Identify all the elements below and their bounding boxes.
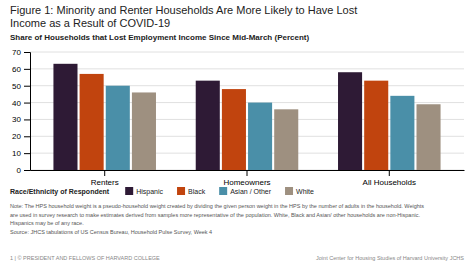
x-tick-label: All Households — [363, 178, 416, 187]
bar — [106, 86, 130, 170]
chart: Figure 1: Minority and Renter Households… — [0, 0, 474, 266]
y-tick-label: 70 — [12, 48, 21, 57]
x-tick: Renters — [91, 170, 119, 187]
bar — [80, 74, 104, 170]
y-tick-mark — [24, 153, 30, 154]
y-tick-label: 60 — [12, 65, 21, 74]
note: Source: JHCS tabulations of US Census Bu… — [10, 229, 212, 235]
y-tick-mark — [24, 52, 30, 53]
bar — [222, 89, 246, 170]
legend-item: Black — [177, 187, 206, 195]
x-tick: All Households — [363, 170, 416, 187]
y-tick-mark — [24, 69, 30, 70]
grid — [30, 52, 464, 170]
legend-item: Hispanic — [125, 187, 163, 196]
y-tick-label: 30 — [12, 115, 21, 124]
legend-label: Black — [188, 188, 206, 195]
y-tick: 50 — [12, 82, 30, 91]
x-tick-mark — [389, 170, 390, 176]
bar — [274, 109, 298, 170]
legend: Race/Ethnicity of Respondent Hispanic Blac… — [10, 187, 314, 196]
legend-label: Asian / Other — [230, 188, 272, 195]
bar — [364, 81, 388, 170]
y-tick-label: 50 — [12, 82, 21, 91]
legend-label: White — [296, 188, 314, 195]
x-tick-label: Homeowners — [223, 178, 270, 187]
bar — [132, 92, 156, 170]
bar — [196, 81, 220, 170]
title: Income as a Result of COVID-19 — [10, 17, 170, 29]
bar — [390, 96, 414, 170]
legend-swatch — [285, 187, 293, 195]
legend-item: Asian / Other — [219, 187, 272, 195]
bar — [53, 64, 77, 170]
legend-item: White — [285, 187, 314, 195]
legend-swatch — [219, 187, 227, 195]
grid-line — [30, 52, 464, 53]
y-tick-mark — [24, 119, 30, 120]
y-tick: 60 — [12, 65, 30, 74]
y-tick-label: 0 — [17, 166, 22, 175]
x-tick: Homeowners — [223, 170, 270, 187]
y-tick: 40 — [12, 99, 30, 108]
y-tick: 70 — [12, 48, 30, 57]
y-tick-mark — [24, 136, 30, 137]
note: are used in survey research to make esti… — [10, 212, 420, 218]
x-axis: Renters Homeowners All Households — [31, 170, 465, 187]
y-tick: 0 — [17, 166, 30, 175]
grid-line — [30, 68, 464, 69]
bar — [248, 103, 272, 170]
y-axis-line — [24, 53, 31, 171]
y-tick: 10 — [12, 149, 30, 158]
y-tick-label: 10 — [12, 149, 21, 158]
y-tick-mark — [24, 103, 30, 104]
x-tick-label: Renters — [91, 178, 119, 187]
y-tick-mark — [24, 170, 30, 171]
bar — [416, 104, 440, 170]
legend-swatch — [125, 187, 133, 195]
bars — [53, 64, 440, 170]
legend-label: Hispanic — [136, 188, 163, 196]
subtitle: Share of Households that Lost Employment… — [10, 33, 309, 42]
legend-title: Race/Ethnicity of Respondent — [10, 188, 110, 196]
y-axis: 0 10 20 30 40 50 60 70 — [12, 48, 30, 175]
bar — [338, 72, 362, 170]
y-tick-label: 20 — [12, 132, 21, 141]
legend-swatch — [177, 187, 185, 195]
footer: Joint Center for Housing Studies of Harv… — [316, 255, 464, 261]
x-tick-mark — [104, 170, 105, 176]
y-tick: 30 — [12, 115, 30, 124]
y-tick: 20 — [12, 132, 30, 141]
x-tick-mark — [247, 170, 248, 176]
y-tick-label: 40 — [12, 99, 21, 108]
footer: 1 | © PRESIDENT AND FELLOWS OF HARVARD C… — [10, 255, 160, 261]
note: Hispanics may be of any race. — [10, 220, 84, 226]
y-tick-mark — [24, 86, 30, 87]
note: Note: The HPS household weight is a pseu… — [10, 203, 424, 209]
title: Figure 1: Minority and Renter Households… — [10, 4, 357, 16]
